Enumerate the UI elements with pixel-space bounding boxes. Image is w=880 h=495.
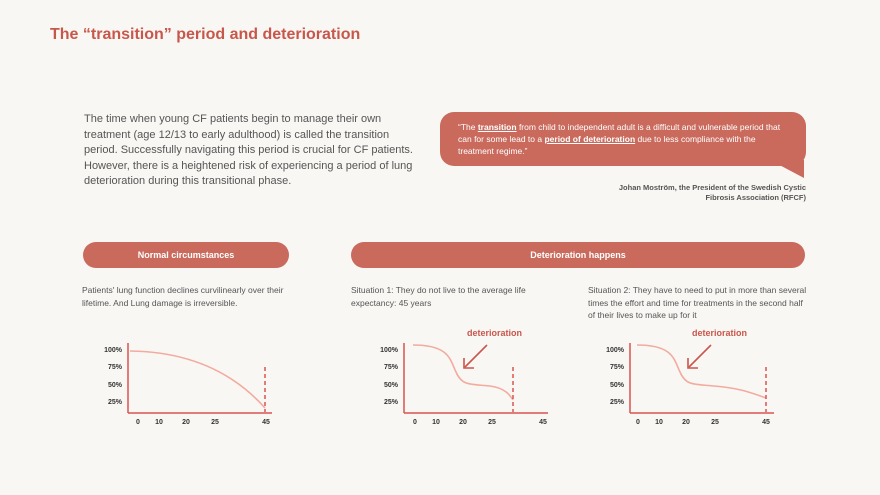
quote-emphasis-deterioration: period of deterioration [544,134,636,144]
y-tick: 100% [380,347,399,354]
x-tick: 45 [262,419,270,426]
y-tick: 75% [384,364,399,371]
y-tick: 50% [384,382,399,389]
normal-description: Patients' lung function declines curvili… [82,285,284,308]
quote-bubble-tail [770,160,804,178]
y-tick: 25% [384,399,399,406]
x-tick: 45 [539,419,547,426]
y-tick: 25% [610,399,625,406]
x-tick: 25 [711,419,719,426]
decline-curve [412,344,514,401]
x-tick: 0 [136,419,140,426]
y-tick: 100% [606,347,625,354]
x-tick: 25 [488,419,496,426]
y-tick: 75% [610,364,625,371]
quote-open: “The [458,122,478,132]
decline-curve [129,350,266,409]
x-tick: 20 [459,419,467,426]
y-tick: 75% [108,364,123,371]
normal-circumstances-pill: Normal circumstances [83,242,289,268]
x-tick: 45 [762,419,770,426]
arrow-shaft [464,344,488,368]
quote-emphasis-transition: transition [477,122,517,132]
arrow-head [687,358,698,369]
quote-close: due to less compliance with the treatmen… [458,134,756,156]
x-tick: 0 [413,419,417,426]
deterioration-happens-pill: Deterioration happens [351,242,805,268]
x-tick: 10 [432,419,440,426]
intro-paragraph: The time when young CF patients begin to… [84,113,413,187]
x-tick: 25 [211,419,219,426]
x-tick: 0 [636,419,640,426]
decline-curve [636,344,767,399]
page-title: The “transition” period and deterioratio… [50,26,361,43]
arrow-head [463,358,474,369]
arrow-shaft [688,344,712,368]
x-tick: 10 [655,419,663,426]
quote-middle: from child to independent adult is a dif… [458,122,781,144]
y-tick: 25% [108,399,123,406]
x-tick: 20 [682,419,690,426]
x-tick: 20 [182,419,190,426]
situation2-description: Situation 2: They have to need to put in… [588,285,807,320]
quote-attribution: Johan Moström, the President of the Swed… [618,183,806,202]
y-tick: 50% [108,382,123,389]
x-tick: 10 [155,419,163,426]
deterioration-label: deterioration [692,328,747,338]
situation1-description: Situation 1: They do not live to the ave… [351,285,526,308]
quote-bubble: “The transition from child to independen… [440,112,806,166]
y-tick: 50% [610,382,625,389]
deterioration-label: deterioration [467,328,522,338]
y-tick: 100% [104,347,123,354]
